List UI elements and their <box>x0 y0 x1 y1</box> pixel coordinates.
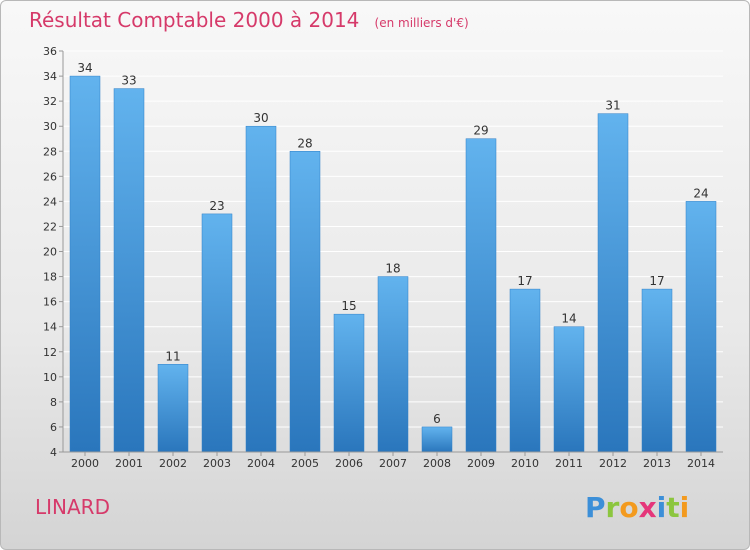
logo-letter: r <box>606 491 620 524</box>
logo-letter: i <box>657 491 667 524</box>
bar-2006 <box>333 313 365 453</box>
data-label-2013: 17 <box>649 274 664 288</box>
data-labels: 34 33 11 23 30 28 15 18 6 29 17 14 31 17 24 <box>77 61 708 426</box>
bar-2013 <box>641 288 673 453</box>
y-axis: 4 6 8 10 12 14 16 18 20 22 24 26 28 30 32 34 36 <box>43 45 64 459</box>
x-tick-label-2000: 2000 <box>71 457 99 470</box>
data-label-2005: 28 <box>297 136 312 150</box>
y-tick-label: 14 <box>43 321 57 334</box>
logo-letter: P <box>585 491 606 524</box>
x-tick-label-2006: 2006 <box>335 457 363 470</box>
logo-letter: o <box>619 491 638 524</box>
bar-2010 <box>509 288 541 453</box>
x-tick-label-2011: 2011 <box>555 457 583 470</box>
y-tick-label: 6 <box>50 421 57 434</box>
y-tick-label: 30 <box>43 120 57 133</box>
y-tick-label: 12 <box>43 346 57 359</box>
data-label-2011: 14 <box>561 312 576 326</box>
x-tick-label-2002: 2002 <box>159 457 187 470</box>
x-tick-label-2009: 2009 <box>467 457 495 470</box>
bars <box>69 75 717 453</box>
logo-letter: i <box>680 491 690 524</box>
bar-2012 <box>597 113 629 453</box>
bar-2003 <box>201 213 233 453</box>
bar-2005 <box>289 151 321 453</box>
data-label-2007: 18 <box>385 262 400 276</box>
x-tick-label-2001: 2001 <box>115 457 143 470</box>
data-label-2006: 15 <box>341 299 356 313</box>
commune-name: LINARD <box>35 495 110 519</box>
y-tick-label: 28 <box>43 145 57 158</box>
x-axis: 2000 2001 2002 2003 2004 2005 2006 2007 2008 2009… <box>63 451 723 470</box>
y-tick-label: 4 <box>50 446 57 459</box>
bar-2008 <box>421 426 453 453</box>
data-label-2002: 11 <box>165 349 180 363</box>
y-tick-label: 34 <box>43 70 57 83</box>
data-label-2004: 30 <box>253 111 268 125</box>
bar-2001 <box>113 88 145 453</box>
x-tick-label-2010: 2010 <box>511 457 539 470</box>
x-tick-label-2004: 2004 <box>247 457 275 470</box>
y-tick-label: 24 <box>43 195 57 208</box>
x-tick-label-2007: 2007 <box>379 457 407 470</box>
data-label-2012: 31 <box>605 99 620 113</box>
chart-title: Résultat Comptable 2000 à 2014 <box>29 8 359 32</box>
x-tick-label-2014: 2014 <box>687 457 715 470</box>
bar-2002 <box>157 364 189 453</box>
x-tick-label-2012: 2012 <box>599 457 627 470</box>
y-tick-label: 22 <box>43 220 57 233</box>
data-label-2008: 6 <box>433 412 441 426</box>
y-tick-label: 8 <box>50 396 57 409</box>
logo-letter: x <box>639 491 657 524</box>
bar-2000 <box>69 75 101 453</box>
bar-2011 <box>553 326 585 453</box>
data-label-2009: 29 <box>473 124 488 138</box>
data-label-2010: 17 <box>517 274 532 288</box>
data-label-2003: 23 <box>209 199 224 213</box>
data-label-2000: 34 <box>77 61 92 75</box>
y-tick-label: 36 <box>43 45 57 58</box>
x-tick-label-2008: 2008 <box>423 457 451 470</box>
x-tick-label-2005: 2005 <box>291 457 319 470</box>
y-tick-label: 18 <box>43 271 57 284</box>
bar-2004 <box>245 125 277 453</box>
bar-2009 <box>465 138 497 453</box>
data-label-2001: 33 <box>121 74 136 88</box>
y-tick-label: 26 <box>43 170 57 183</box>
bar-2007 <box>377 276 409 453</box>
x-tick-label-2003: 2003 <box>203 457 231 470</box>
proxiti-logo: Proxiti <box>585 491 689 524</box>
logo-letter: t <box>666 491 679 524</box>
y-tick-label: 32 <box>43 95 57 108</box>
bar-2014 <box>685 201 717 453</box>
x-tick-label-2013: 2013 <box>643 457 671 470</box>
y-tick-label: 10 <box>43 371 57 384</box>
data-label-2014: 24 <box>693 186 708 200</box>
unit-note: (en milliers d'€) <box>375 16 469 30</box>
y-tick-label: 16 <box>43 296 57 309</box>
chart-title-group: Résultat Comptable 2000 à 2014 (en milli… <box>29 8 469 32</box>
y-tick-label: 20 <box>43 246 57 259</box>
